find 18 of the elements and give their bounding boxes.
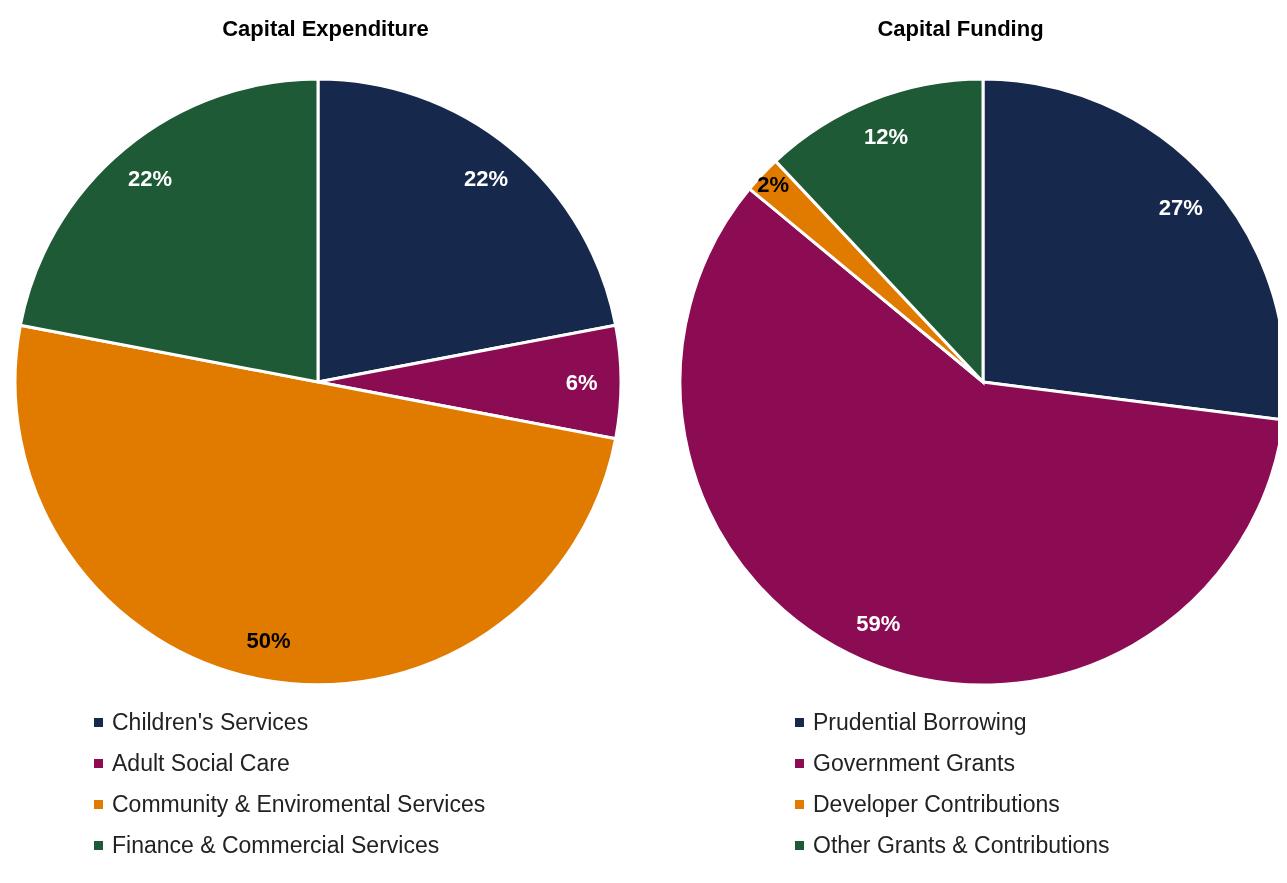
legend-label: Community & Enviromental Services	[112, 791, 486, 818]
legend-label: Finance & Commercial Services	[112, 832, 440, 859]
data-label: 22%	[464, 166, 509, 192]
data-label: 59%	[856, 611, 901, 637]
legend-label: Other Grants & Contributions	[813, 832, 1110, 859]
data-label: 12%	[863, 124, 908, 150]
chart-title: Capital Funding	[876, 16, 1045, 42]
chart-title: Capital Expenditure	[221, 16, 430, 42]
data-label: 50%	[246, 628, 291, 654]
legend-label: Adult Social Care	[112, 750, 290, 777]
legend-label: Children's Services	[112, 709, 309, 736]
data-label: 2%	[757, 172, 790, 198]
data-label: 6%	[565, 369, 598, 395]
legend-label: Government Grants	[813, 750, 1015, 777]
data-label: 27%	[1158, 195, 1203, 221]
data-label: 22%	[127, 166, 172, 192]
legend-label: Developer Contributions	[813, 791, 1060, 818]
legend-label: Prudential Borrowing	[813, 709, 1027, 736]
